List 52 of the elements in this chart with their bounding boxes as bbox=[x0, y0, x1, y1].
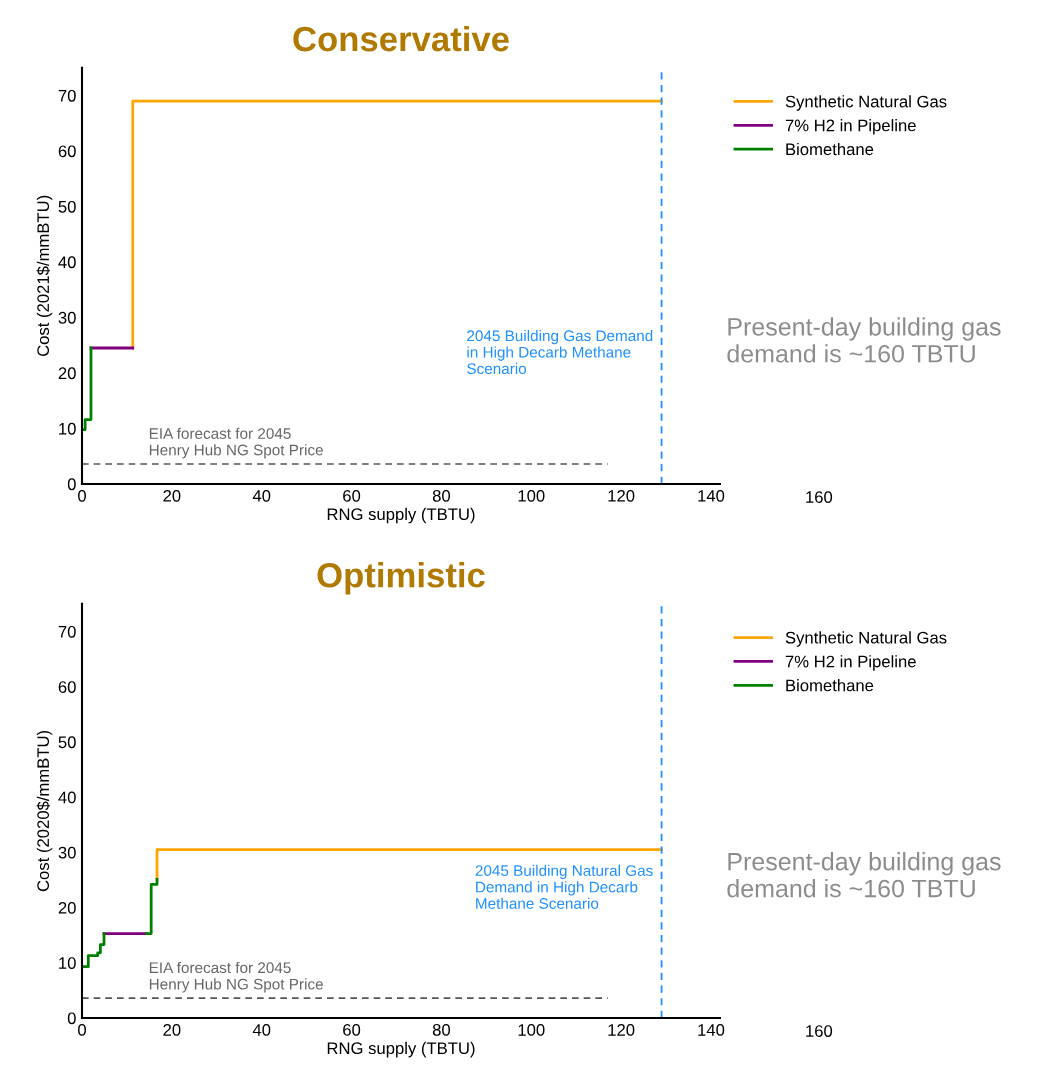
text: Present-day building gas demand is ~160 TBTU bbox=[727, 317, 1001, 363]
legend-label: Biomethane bbox=[786, 679, 874, 692]
series-label: EIA forecast for 2045 Henry Hub NG Spot Price bbox=[149, 427, 323, 459]
y-tick-label: 50 bbox=[58, 736, 76, 749]
chart-title: Optimistic bbox=[317, 562, 485, 595]
x-tick-label: 20 bbox=[163, 489, 181, 502]
text: Present-day building gas demand is ~160 TBTU bbox=[727, 852, 1001, 898]
x-tick-label: 20 bbox=[163, 1023, 181, 1036]
legend-label: 7% H2 in Pipeline bbox=[785, 119, 916, 135]
series-label: EIA forecast for 2045 Henry Hub NG Spot Price bbox=[149, 961, 323, 993]
y-tick-label: 0 bbox=[67, 1012, 76, 1025]
y-axis-title: Cost (2020$/mmBTU) bbox=[36, 730, 53, 892]
y-tick-label: 70 bbox=[58, 89, 76, 102]
x-tick-label: 80 bbox=[432, 1023, 451, 1036]
y-tick-label: 10 bbox=[59, 422, 76, 435]
text: 160 bbox=[806, 1025, 833, 1037]
x-tick-label: 80 bbox=[432, 489, 451, 502]
x-tick-label: 120 bbox=[608, 1023, 635, 1036]
y-tick-label: 20 bbox=[58, 367, 76, 380]
legend-label: Synthetic Natural Gas bbox=[785, 95, 947, 111]
x-tick-label: 0 bbox=[78, 1023, 86, 1036]
y-tick-label: 60 bbox=[58, 145, 76, 158]
legend-label: 7% H2 in Pipeline bbox=[785, 655, 916, 671]
x-tick-label: 60 bbox=[343, 489, 361, 502]
y-tick-label: 40 bbox=[58, 791, 76, 804]
y-tick-label: 50 bbox=[58, 200, 76, 213]
legend-label: Biomethane bbox=[786, 142, 874, 156]
y-tick-label: 10 bbox=[59, 957, 76, 969]
ref-line-label: 2045 Building Natural Gas Demand in High Decarb Methane Scenario bbox=[475, 864, 653, 909]
y-tick-label: 20 bbox=[58, 901, 76, 914]
x-tick-label: 40 bbox=[252, 489, 271, 502]
x-tick-label: 140 bbox=[698, 1023, 725, 1036]
x-tick-label: 100 bbox=[518, 489, 545, 502]
x-tick-label: 140 bbox=[698, 489, 725, 502]
text: 160 bbox=[806, 491, 833, 503]
y-tick-label: 70 bbox=[58, 625, 76, 638]
y-axis-title: Cost (2021$/mmBTU) bbox=[36, 195, 53, 357]
y-tick-label: 0 bbox=[67, 478, 76, 491]
y-tick-label: 40 bbox=[58, 256, 76, 269]
ref-line-label: 2045 Building Gas Demand in High Decarb Methane Scenario bbox=[467, 329, 653, 375]
chart-title: Conservative bbox=[293, 25, 509, 52]
x-axis-title: RNG supply (TBTU) bbox=[327, 507, 475, 524]
x-tick-label: 120 bbox=[608, 489, 635, 502]
x-tick-label: 60 bbox=[343, 1023, 361, 1036]
x-tick-label: 0 bbox=[78, 489, 86, 502]
y-tick-label: 30 bbox=[58, 846, 76, 859]
x-tick-label: 40 bbox=[252, 1023, 271, 1036]
y-tick-label: 30 bbox=[58, 311, 76, 324]
legend-label: Synthetic Natural Gas bbox=[785, 631, 947, 647]
x-tick-label: 100 bbox=[518, 1023, 545, 1036]
y-tick-label: 60 bbox=[58, 681, 76, 693]
x-axis-title: RNG supply (TBTU) bbox=[327, 1041, 475, 1058]
